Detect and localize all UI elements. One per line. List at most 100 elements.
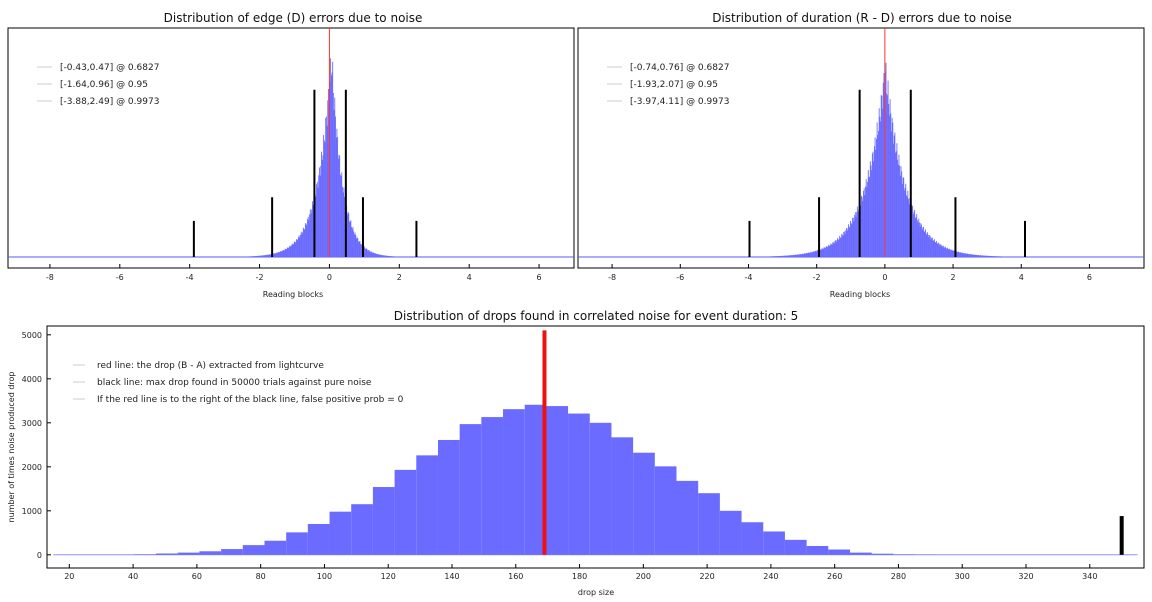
histogram-bar (924, 231, 926, 257)
histogram-bar (868, 177, 870, 257)
histogram-bar (873, 146, 875, 257)
histogram-bar (366, 248, 368, 257)
histogram-bar (894, 132, 896, 257)
histogram-bar (946, 248, 948, 257)
histogram-bar (741, 522, 764, 555)
histogram-bar (822, 248, 824, 257)
histogram-bar (980, 255, 982, 257)
x-tick-label: 4 (1019, 273, 1024, 282)
histogram-bar (390, 256, 392, 257)
histogram-bar (293, 244, 294, 257)
histogram-bar (796, 254, 798, 257)
histogram-bar (854, 212, 856, 257)
histogram-bar (296, 239, 298, 257)
x-tick-label: -2 (256, 273, 264, 282)
histogram-bar (776, 256, 778, 257)
histogram-bar (932, 240, 934, 257)
histogram-bar (993, 256, 995, 257)
histogram-bar (948, 248, 950, 257)
histogram-bar (264, 540, 287, 555)
histogram-bar (777, 256, 779, 257)
histogram-bar (283, 250, 285, 257)
histogram-bar (893, 143, 894, 257)
histogram-bar (775, 256, 776, 257)
histogram-bars (53, 404, 1138, 556)
histogram-bar (306, 225, 308, 257)
histogram-bar (957, 251, 959, 257)
histogram-bar (900, 166, 902, 257)
histogram-bar (339, 155, 341, 257)
histogram-bar (814, 250, 816, 257)
histogram-bar (798, 254, 800, 257)
histogram-bar (842, 235, 844, 257)
histogram-bar (809, 252, 811, 257)
histogram-bar (358, 241, 360, 257)
histogram-bar (381, 255, 383, 257)
histogram-bar (993, 256, 995, 257)
histogram-bar (855, 216, 857, 257)
histogram-bar (876, 122, 878, 257)
histogram-bar (875, 149, 877, 257)
histogram-bar (918, 222, 920, 257)
histogram-bar (253, 256, 255, 257)
histogram-bar (789, 255, 791, 257)
histogram-bar (294, 242, 296, 257)
chart-title: Distribution of drops found in correlate… (394, 309, 798, 323)
histogram-bar (335, 116, 336, 257)
histogram-bar (990, 256, 992, 257)
histogram-bar (830, 243, 832, 257)
y-axis-ticks: 0 1000 2000 3000 4000 5000 (22, 331, 51, 560)
histogram-bar (877, 134, 879, 257)
histogram-bar (315, 196, 317, 257)
histogram-bar (177, 552, 200, 555)
histogram-bar (950, 250, 952, 257)
histogram-bar (826, 247, 828, 257)
histogram-bar (984, 255, 986, 257)
histogram-bar (957, 252, 959, 257)
histogram-bar (302, 227, 304, 257)
histogram-bar (369, 251, 371, 257)
histogram-bar (913, 211, 915, 257)
histogram-bar (874, 137, 876, 257)
histogram-bar (863, 190, 864, 257)
histogram-bar (978, 255, 980, 257)
histogram-bar (319, 175, 321, 257)
histogram-bar (252, 256, 254, 257)
chart-title: Distribution of edge (D) errors due to n… (164, 11, 423, 25)
histogram-bar (698, 493, 720, 555)
x-tick-label: 300 (955, 572, 970, 581)
histogram-bar (258, 255, 260, 257)
histogram-bar (277, 252, 278, 257)
histogram-bar (323, 135, 325, 257)
histogram-bar (953, 250, 954, 257)
histogram-bar (785, 255, 787, 257)
histogram-bar (918, 218, 920, 257)
histogram-bar (939, 245, 941, 257)
histogram-bar (876, 138, 877, 257)
histogram-bar (871, 170, 873, 257)
histogram-bar (890, 113, 892, 257)
histogram-bar (281, 251, 283, 257)
histogram-bar (773, 256, 774, 257)
histogram-bar (221, 549, 243, 555)
histogram-bar (820, 249, 821, 257)
histogram-bar (333, 109, 335, 257)
histogram-bar (350, 220, 352, 257)
histogram-bar (856, 206, 858, 257)
x-tick-label: -4 (744, 273, 752, 282)
histogram-bar (935, 242, 937, 257)
histogram-bar (944, 246, 946, 257)
histogram-bar (985, 255, 987, 257)
histogram-bar (276, 252, 278, 257)
histogram-bar (340, 175, 342, 257)
histogram-bar (310, 213, 312, 257)
histogram-bar (288, 246, 290, 257)
histogram-bar (788, 255, 789, 257)
histogram-bar (893, 135, 895, 257)
histogram-bar (372, 252, 373, 257)
histogram-bar (831, 244, 833, 257)
histogram-bar (878, 131, 879, 257)
histogram-bar (803, 253, 805, 257)
legend-entry: If the red line is to the right of the b… (97, 395, 404, 405)
